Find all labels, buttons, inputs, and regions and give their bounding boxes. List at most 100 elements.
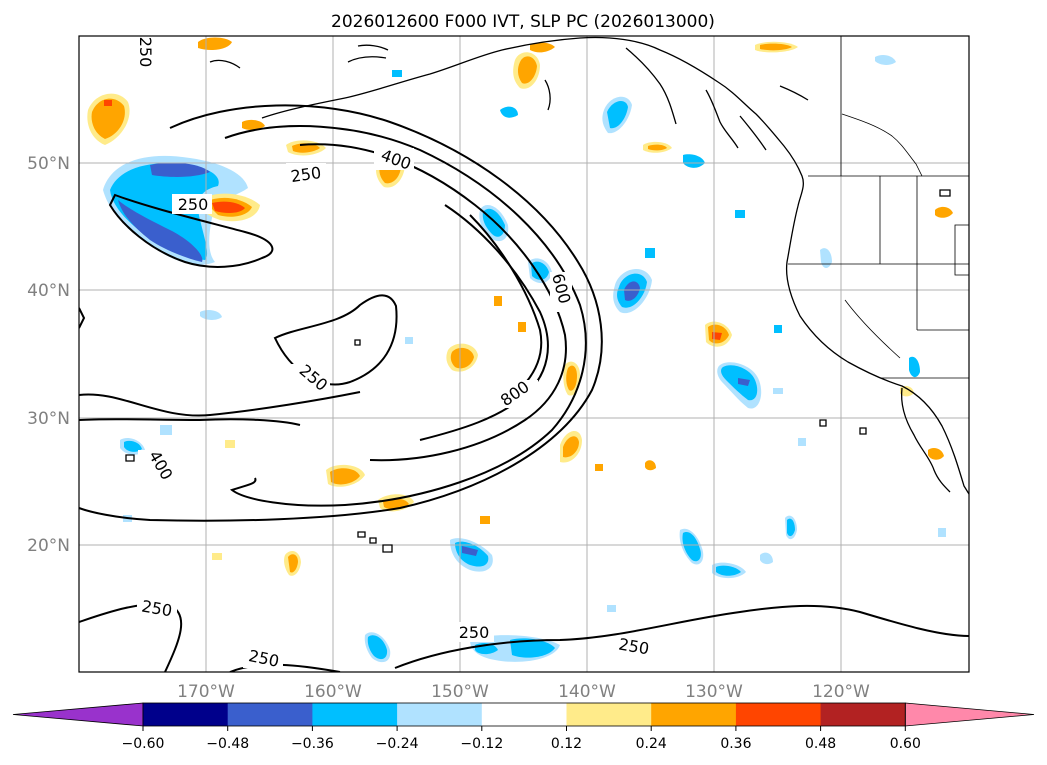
positive-ivt-blob: [900, 385, 914, 397]
negative-ivt-blob: [110, 163, 219, 260]
negative-ivt-blob: [510, 638, 555, 658]
negative-ivt-blob: [716, 565, 741, 576]
positive-ivt-blob: [242, 119, 265, 131]
latitude-labels: 50°N 40°N 30°N 20°N: [27, 154, 70, 556]
positive-ivt-blob: [518, 322, 526, 332]
contour-label: 250: [289, 163, 322, 186]
colorbar-tick-label: −0.60: [122, 736, 165, 752]
positive-ivt-blob: [648, 144, 667, 151]
contour-label: 250: [459, 623, 490, 642]
negative-ivt-blob: [682, 532, 701, 562]
graticule: [79, 36, 969, 672]
lon-label: 130°W: [685, 682, 743, 702]
positive-ivt-blob: [104, 100, 112, 106]
colorbar-tick-label: −0.36: [291, 736, 334, 752]
colorbar-swatch: [143, 703, 229, 726]
negative-ivt-blob: [392, 70, 402, 77]
colorbar-tick-label: −0.12: [460, 736, 503, 752]
negative-ivt-blob: [735, 210, 745, 218]
positive-ivt-blob: [212, 201, 245, 213]
colorbar-tick-label: −0.48: [206, 736, 249, 752]
coastlines: [125, 36, 969, 553]
positive-ivt-blob: [563, 436, 579, 458]
negative-ivt-blob: [624, 281, 640, 301]
figure-title: 2026012600 F000 IVT, SLP PC (2026013000): [331, 12, 715, 32]
negative-ivt-blob: [160, 425, 172, 435]
negative-ivt-blob: [787, 518, 795, 537]
colorbar-swatch: [651, 703, 737, 726]
negative-ivt-blob: [820, 248, 832, 268]
negative-ivt-blob: [607, 100, 628, 129]
colorbar-tick-label: 0.12: [551, 736, 582, 752]
negative-ivt-blob: [500, 106, 518, 118]
negative-ivt-blob: [150, 162, 210, 177]
positive-ivt-blob: [494, 296, 502, 306]
contour-label: 250: [136, 37, 155, 68]
positive-ivt-blob: [935, 206, 953, 218]
lat-label: 40°N: [27, 281, 70, 301]
colorbar-swatch: [566, 703, 652, 726]
negative-ivt-blob: [938, 528, 946, 537]
lon-label: 150°W: [431, 682, 489, 702]
colorbar-tick-label: 0.24: [636, 736, 667, 752]
longitude-labels: 170°W 160°W 150°W 140°W 130°W 120°W: [177, 682, 870, 702]
positive-ivt-blob: [450, 347, 474, 369]
colorbar-extend-max: [904, 702, 1035, 727]
positive-ivt-blob: [292, 143, 320, 153]
contour-label-group: 250 400 250 250 600 250 800 400 250 250: [135, 37, 652, 671]
positive-ivt-blob: [212, 553, 222, 560]
positive-ivt-blob: [517, 56, 537, 84]
positive-ivt-blob: [480, 516, 490, 524]
positive-ivt-blob: [566, 365, 577, 391]
colorbar: −0.60 −0.48 −0.36 −0.24 −0.12 0.12 0.24 0.36 0.4…: [12, 702, 1035, 752]
positive-ivt-blob: [645, 460, 656, 471]
positive-ivt-blob: [928, 448, 944, 460]
colorbar-swatch: [820, 703, 906, 726]
negative-ivt-blob: [774, 325, 782, 333]
colorbar-swatch: [481, 703, 567, 726]
contour-label: 250: [178, 195, 209, 214]
negative-ivt-blob: [875, 54, 896, 65]
negative-ivt-blob: [405, 337, 413, 344]
map-panel: 250 400 250 250 600 250 800 400 250 250: [78, 35, 970, 673]
negative-ivt-blob: [367, 635, 388, 660]
colorbar-frame: [142, 702, 906, 727]
negative-ivt-blob: [683, 154, 705, 168]
negative-ivt-blob: [798, 438, 806, 446]
colorbar-swatch: [227, 703, 313, 726]
negative-ivt-blob: [760, 552, 773, 565]
lon-label: 140°W: [558, 682, 616, 702]
negative-ivt-blob: [773, 388, 783, 394]
positive-ivt-blob: [595, 464, 603, 471]
negative-ivt-blob: [607, 605, 616, 612]
colorbar-tick-label: 0.48: [805, 736, 836, 752]
colorbar-swatch: [735, 703, 822, 726]
negative-ivt-blob: [645, 248, 655, 258]
negative-ivt-blob: [124, 440, 142, 452]
lon-label: 170°W: [177, 682, 235, 702]
negative-ivt-blob: [909, 356, 920, 378]
political-borders: [788, 36, 969, 379]
lat-label: 20°N: [27, 536, 70, 556]
negative-ivt-blob: [462, 546, 478, 556]
colorbar-swatch: [397, 703, 483, 726]
positive-ivt-blob: [760, 43, 792, 51]
positive-ivt-blob: [225, 440, 235, 448]
positive-ivt-blob: [330, 468, 360, 485]
negative-ivt-blob: [738, 378, 750, 386]
positive-ivt-blob: [530, 42, 555, 53]
colorbar-extend-min: [12, 702, 144, 727]
colorbar-tick-label: 0.60: [890, 736, 921, 752]
colorbar-tick-label: −0.24: [376, 736, 419, 752]
negative-ivt-blob: [118, 200, 203, 262]
map-frame: [78, 35, 970, 673]
negative-ivt-blob: [531, 261, 549, 280]
lat-label: 50°N: [27, 154, 70, 174]
lat-label: 30°N: [27, 409, 70, 429]
positive-ivt-blob: [91, 98, 125, 139]
colorbar-swatch: [312, 703, 398, 726]
lon-label: 160°W: [304, 682, 362, 702]
colorbar-tick-label: 0.36: [720, 736, 751, 752]
positive-ivt-blob: [288, 554, 298, 573]
lon-label: 120°W: [812, 682, 870, 702]
